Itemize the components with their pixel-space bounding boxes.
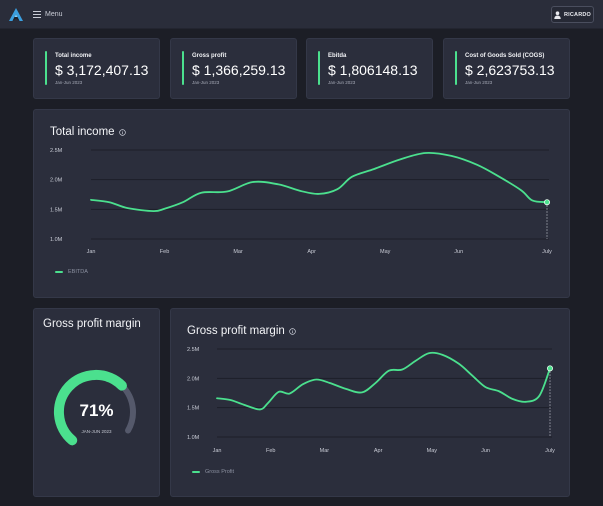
x-tick-label: May <box>380 249 391 255</box>
kpi-card-gross-profit: Gross profit $ 1,366,259.13 Jan-Jun 2023 <box>170 38 297 99</box>
menu-label: Menu <box>45 11 63 18</box>
x-tick-label: Apr <box>307 249 316 255</box>
chart-title: Total income <box>50 126 126 138</box>
y-tick-label: 2.5M <box>50 148 63 154</box>
x-tick-label: Apr <box>374 448 383 454</box>
kpi-value: $ 1,366,259.13 <box>192 62 286 78</box>
y-tick-label: 2.5M <box>187 347 200 353</box>
gross-profit-margin-chart-card: Gross profit margin 2.5M 2.0M 1.5M 1.0M Jan F… <box>170 308 570 497</box>
y-tick-label: 2.0M <box>187 376 200 382</box>
legend-label: EBITDA <box>68 269 88 275</box>
info-icon[interactable] <box>289 327 296 335</box>
x-tick-label: May <box>427 448 438 454</box>
kpi-accent-bar <box>455 51 457 85</box>
kpi-value: $ 3,172,407.13 <box>55 62 149 78</box>
kpi-title: Gross profit <box>192 53 227 59</box>
kpi-period: Jan-Jun 2023 <box>55 80 83 85</box>
x-tick-label: Jan <box>213 448 222 454</box>
menu-button[interactable]: Menu <box>33 8 63 21</box>
gross-profit-margin-gauge-card: Gross profit margin 71% JAN-JUN 2023 <box>33 308 160 497</box>
x-tick-label: Jun <box>454 249 463 255</box>
gauge-period: JAN-JUN 2023 <box>81 429 112 434</box>
series-line <box>90 151 548 213</box>
x-tick-label: Jan <box>87 249 96 255</box>
user-name: RICARDO <box>563 11 592 18</box>
y-tick-label: 1.5M <box>50 207 63 213</box>
info-icon[interactable] <box>118 128 126 136</box>
gauge-progress-arc <box>54 369 127 446</box>
kpi-period: Jan-Jun 2023 <box>465 80 493 85</box>
app-logo-icon[interactable] <box>8 7 24 22</box>
x-tick-label: Jun <box>481 448 490 454</box>
chart-legend: EBITDA <box>55 269 88 275</box>
gross-profit-margin-gauge <box>54 369 136 446</box>
chart-title-text: Total income <box>50 126 115 138</box>
total-income-chart-card: Total income 2.5M 2.0M 1.5M 1.0M Jan Feb Mar Ap… <box>33 109 570 298</box>
x-tick-label: Feb <box>160 249 169 255</box>
hamburger-icon <box>33 11 41 18</box>
x-tick-label: Feb <box>266 448 275 454</box>
legend-swatch <box>55 271 63 273</box>
gauge-track <box>121 385 136 434</box>
top-bar: Menu RICARDO <box>0 0 603 29</box>
kpi-period: Jan-Jun 2023 <box>192 80 220 85</box>
y-tick-label: 1.0M <box>50 237 63 243</box>
end-point-marker <box>543 199 550 206</box>
x-tick-label: Mar <box>233 249 243 255</box>
gross-profit-margin-chart: 2.5M 2.0M 1.5M 1.0M Jan Feb Mar Apr May Jun July <box>187 347 555 454</box>
y-tick-label: 1.5M <box>187 406 200 412</box>
gauge-value: 71% <box>79 401 114 420</box>
kpi-card-ebitda: Ebitda $ 1,806148.13 Jan-Jun 2023 <box>306 38 433 99</box>
kpi-title: Total income <box>55 53 92 59</box>
kpi-title: Ebitda <box>328 53 347 59</box>
chart-legend: Gross Profit <box>192 469 234 475</box>
legend-swatch <box>192 471 200 473</box>
kpi-accent-bar <box>182 51 184 85</box>
kpi-title: Cost of Goods Sold (COGS) <box>465 53 545 59</box>
x-tick-label: July <box>542 249 552 255</box>
end-point-marker <box>546 365 553 372</box>
x-tick-label: Mar <box>320 448 330 454</box>
user-icon <box>554 10 561 19</box>
y-tick-label: 2.0M <box>50 178 63 184</box>
kpi-card-cogs: Cost of Goods Sold (COGS) $ 2,623753.13 … <box>443 38 570 99</box>
x-tick-label: July <box>545 448 555 454</box>
kpi-value: $ 1,806148.13 <box>328 62 418 78</box>
legend-label: Gross Profit <box>205 469 235 475</box>
kpi-accent-bar <box>45 51 47 85</box>
kpi-period: Jan-Jun 2023 <box>328 80 356 85</box>
gauge-title: Gross profit margin <box>43 318 141 330</box>
user-menu-button[interactable]: RICARDO <box>551 6 594 23</box>
kpi-accent-bar <box>318 51 320 85</box>
series-line <box>216 351 551 411</box>
chart-title-text: Gross profit margin <box>187 325 285 337</box>
total-income-chart: 2.5M 2.0M 1.5M 1.0M Jan Feb Mar Apr May Jun July <box>50 148 552 255</box>
kpi-card-total-income: Total income $ 3,172,407.13 Jan-Jun 2023 <box>33 38 160 99</box>
chart-title: Gross profit margin <box>187 325 296 337</box>
kpi-value: $ 2,623753.13 <box>465 62 555 78</box>
y-tick-label: 1.0M <box>187 435 200 441</box>
